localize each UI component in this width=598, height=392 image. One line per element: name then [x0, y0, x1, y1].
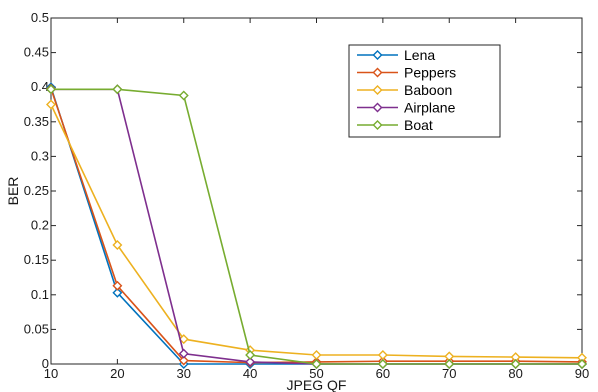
data-point [112, 239, 123, 250]
legend-marker [372, 85, 383, 95]
y-tick-label: 0.3 [31, 148, 49, 163]
legend-entry: Peppers [357, 65, 456, 81]
x-tick-label: 80 [508, 366, 522, 381]
x-axis-title: JPEG QF [287, 377, 347, 392]
x-tick-label: 60 [376, 366, 390, 381]
y-tick-label: 0.1 [31, 287, 49, 302]
x-tick-label: 40 [243, 366, 257, 381]
y-tick-label: 0 [42, 356, 49, 371]
y-tick-label: 0.25 [24, 183, 49, 198]
x-axis: 10 20 30 40 50 60 70 80 90 [44, 18, 589, 381]
data-point [311, 350, 322, 360]
data-point [46, 99, 56, 110]
series-layer [46, 82, 587, 369]
data-point [245, 350, 256, 360]
y-axis-title: BER [5, 177, 21, 206]
y-tick-label: 0.4 [31, 79, 49, 94]
y-tick-label: 0.5 [31, 10, 49, 25]
y-tick-label: 0.05 [24, 321, 49, 336]
x-tick-label: 10 [44, 366, 58, 381]
data-point [112, 84, 123, 95]
legend-label: Boat [404, 117, 433, 133]
legend-entry: Lena [357, 47, 435, 63]
x-tick-label: 90 [575, 366, 589, 381]
data-point [178, 355, 189, 366]
x-tick-label: 50 [309, 366, 323, 381]
data-point [46, 84, 56, 95]
data-point [178, 334, 189, 345]
data-point [178, 348, 189, 359]
legend-label: Lena [404, 47, 435, 63]
y-tick-label: 0.15 [24, 252, 49, 267]
data-point [510, 359, 521, 369]
legend-label: Airplane [404, 100, 456, 116]
x-tick-label: 20 [110, 366, 124, 381]
data-point [444, 359, 455, 369]
legend-marker [372, 102, 383, 113]
data-point [178, 90, 189, 101]
data-point [311, 359, 322, 369]
data-point [377, 350, 388, 360]
legend-marker [372, 50, 383, 60]
legend-entry: Airplane [357, 100, 456, 116]
y-tick-label: 0.45 [24, 45, 49, 60]
legend-entry: Boat [357, 117, 433, 133]
x-tick-label: 70 [442, 366, 456, 381]
legend-label: Baboon [404, 82, 452, 98]
data-point [112, 280, 123, 291]
x-tick-label: 30 [177, 366, 191, 381]
y-axis: 0 0.05 0.1 0.15 0.2 0.25 0.3 0.35 0.4 0.45 0.5 [24, 10, 582, 371]
y-tick-label: 0.2 [31, 218, 49, 233]
y-tick-label: 0.35 [24, 114, 49, 129]
data-point [577, 359, 587, 369]
data-point [245, 356, 256, 367]
data-point [377, 359, 388, 369]
legend-label: Peppers [404, 65, 456, 81]
plot-area [50, 17, 583, 365]
legend-marker [372, 120, 383, 130]
data-point [112, 287, 123, 298]
legend-marker [372, 67, 383, 78]
legend-entry: Baboon [357, 82, 452, 98]
series-boat [46, 84, 587, 369]
